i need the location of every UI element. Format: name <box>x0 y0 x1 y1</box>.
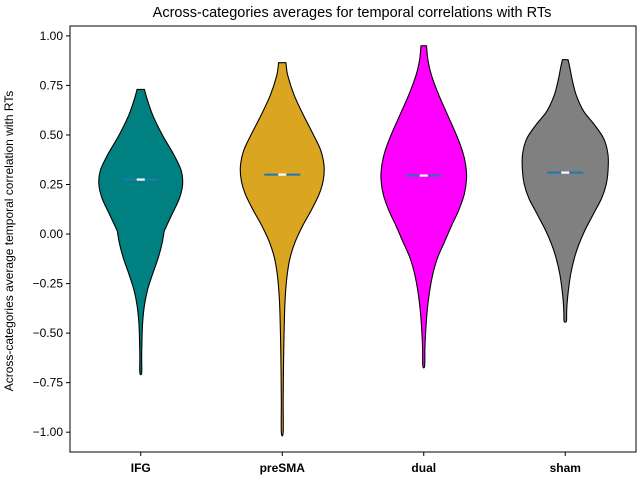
x-tick-label-dual: dual <box>411 461 436 475</box>
y-tick-label: −0.50 <box>33 326 64 340</box>
chart-title: Across-categories averages for temporal … <box>153 5 552 21</box>
x-tick-label-ifg: IFG <box>131 461 151 475</box>
x-tick-label-presma: preSMA <box>260 461 306 475</box>
y-axis: −1.00 −0.75 −0.50 −0.25 0.00 0.25 0.50 0.75 1.00 <box>33 29 70 439</box>
x-axis: IFG preSMA dual sham <box>131 452 581 475</box>
y-tick-label: 0.00 <box>40 227 64 241</box>
y-tick-label: −0.25 <box>33 277 64 291</box>
y-tick-label: 0.25 <box>40 178 64 192</box>
y-tick-label: 1.00 <box>40 29 64 43</box>
medians-group <box>122 171 584 181</box>
y-tick-label: −0.75 <box>33 376 64 390</box>
x-tick-label-sham: sham <box>550 461 581 475</box>
y-axis-label: Across-categories average temporal corre… <box>2 91 16 392</box>
y-tick-label: 0.75 <box>40 78 64 92</box>
violin-presma <box>239 62 325 437</box>
y-tick-label: 0.50 <box>40 128 64 142</box>
violins-group <box>98 45 609 437</box>
violin-sham <box>521 59 609 323</box>
violin-dual <box>380 45 468 369</box>
violin-ifg <box>98 88 184 376</box>
plot-frame <box>69 25 637 453</box>
y-tick-label: −1.00 <box>33 425 64 439</box>
